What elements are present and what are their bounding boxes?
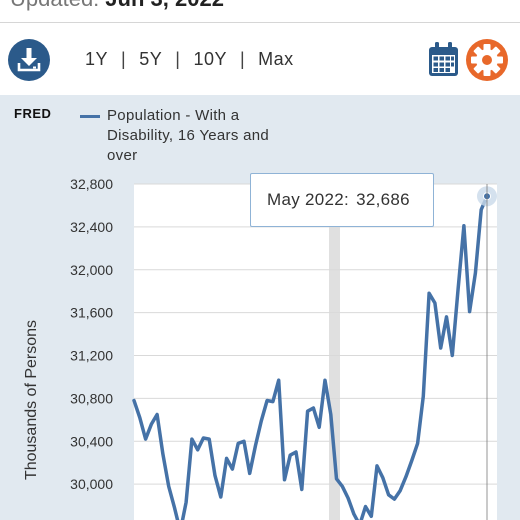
legend-label: Population - With a Disability, 16 Years…	[107, 107, 270, 164]
y-tick-label: 32,400	[70, 219, 113, 235]
y-tick-label: 31,600	[70, 305, 113, 321]
range-5y[interactable]: 5Y	[139, 49, 163, 69]
calendar-icon	[429, 42, 458, 76]
updated-date: Jun 3, 2022	[105, 0, 224, 11]
range-max[interactable]: Max	[258, 49, 294, 69]
gear-icon	[466, 39, 508, 81]
recession-band	[329, 184, 340, 520]
calendar-button[interactable]	[428, 41, 459, 77]
tooltip-date: May 2022:	[267, 190, 350, 209]
plot-area	[134, 184, 497, 520]
download-icon	[17, 48, 41, 72]
range-selector: 1Y | 5Y | 10Y | Max	[85, 49, 294, 70]
updated-row: Updated: Jun 3, 2022	[0, 0, 520, 22]
range-10y[interactable]: 10Y	[193, 49, 227, 69]
download-button[interactable]	[8, 39, 50, 81]
chart-toolbar: 1Y | 5Y | 10Y | Max	[0, 23, 520, 95]
range-separator: |	[121, 49, 127, 69]
y-tick-label: 32,800	[70, 176, 113, 192]
legend-swatch	[80, 115, 100, 118]
settings-button[interactable]	[465, 38, 509, 82]
range-separator: |	[239, 49, 246, 69]
divider	[0, 22, 520, 23]
y-tick-label: 30,000	[70, 476, 113, 492]
range-1y[interactable]: 1Y	[85, 49, 109, 69]
fred-logo: FRED	[14, 106, 52, 121]
y-tick-label: 30,400	[70, 433, 113, 449]
tooltip-value: 32,686	[356, 190, 410, 209]
y-tick-label: 30,800	[70, 390, 113, 406]
y-axis-label: Thousands of Persons	[23, 319, 40, 481]
chart-tooltip: May 2022: 32,686	[250, 173, 434, 227]
y-tick-label: 31,200	[70, 348, 113, 364]
series-line	[132, 194, 489, 520]
range-separator: |	[175, 49, 181, 69]
updated-label: Updated:	[10, 0, 99, 11]
y-tick-label: 32,000	[70, 262, 113, 278]
